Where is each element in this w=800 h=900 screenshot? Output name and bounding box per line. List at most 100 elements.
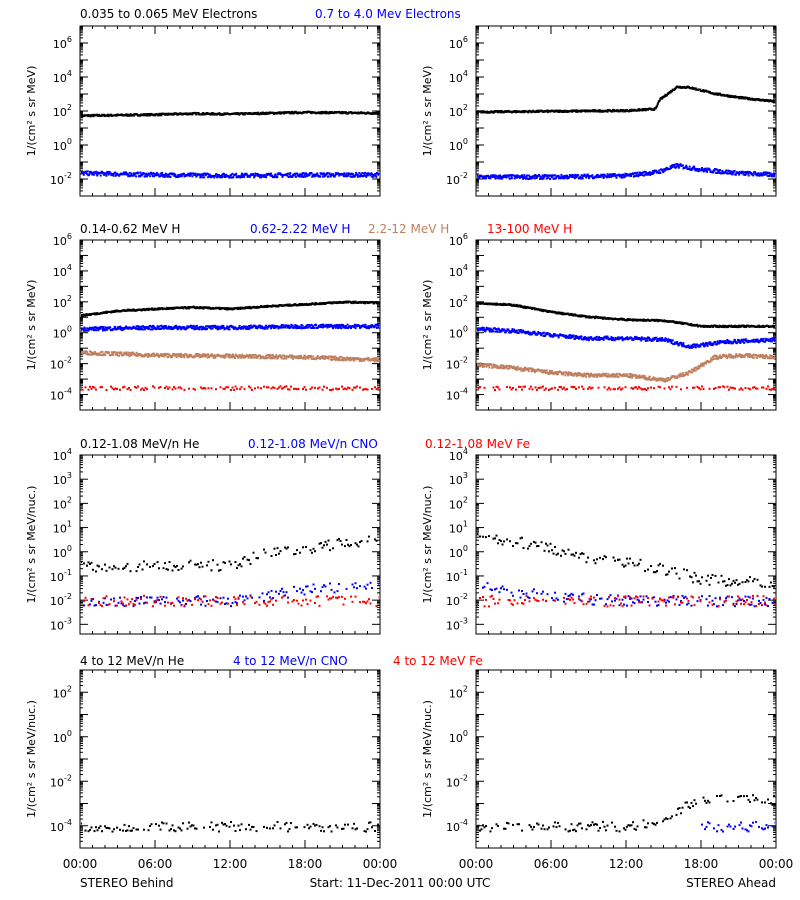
data-point	[222, 354, 225, 357]
data-point	[234, 357, 237, 360]
data-point	[485, 111, 488, 114]
data-point	[248, 325, 251, 327]
data-point	[305, 324, 308, 327]
y-tick-label: 102	[449, 294, 468, 310]
data-point	[309, 356, 312, 359]
data-point	[749, 172, 752, 174]
data-point	[109, 172, 112, 175]
data-point	[245, 173, 248, 176]
data-point	[260, 355, 262, 358]
data-point	[119, 388, 121, 391]
data-point	[103, 173, 106, 176]
y-axis-label: 1/(cm² s sr MeV)	[421, 280, 434, 371]
data-point	[343, 172, 346, 175]
data-point	[197, 326, 200, 329]
data-point	[266, 354, 269, 356]
data-point	[244, 325, 247, 328]
data-point	[122, 172, 125, 175]
data-point	[160, 114, 163, 117]
data-point	[247, 356, 250, 359]
data-point	[82, 328, 85, 331]
data-point	[192, 387, 195, 390]
data-point	[129, 351, 132, 354]
y-axis-label: 1/(cm² s sr MeV)	[421, 66, 434, 157]
data-point	[325, 173, 328, 176]
data-point	[513, 174, 516, 177]
data-point	[270, 327, 273, 330]
data-point	[571, 110, 574, 113]
data-point	[774, 100, 775, 103]
data-point	[378, 326, 379, 329]
data-point	[252, 113, 255, 115]
data-point	[374, 112, 377, 115]
data-point	[635, 172, 638, 175]
data-point	[280, 355, 283, 358]
data-point	[81, 350, 84, 353]
data-point	[521, 174, 523, 177]
data-point	[104, 329, 107, 332]
data-point	[229, 356, 232, 359]
data-point	[301, 173, 304, 176]
data-point	[548, 174, 551, 177]
data-point	[298, 355, 301, 358]
data-point	[373, 360, 376, 363]
data-point	[311, 327, 314, 329]
data-point	[191, 325, 194, 328]
data-point	[120, 327, 123, 329]
data-point	[334, 359, 337, 362]
y-tick-exponent: 4	[67, 69, 72, 78]
data-point	[281, 357, 284, 360]
data-point	[189, 174, 192, 177]
data-point	[241, 353, 244, 356]
data-point	[199, 175, 202, 178]
data-point	[375, 357, 378, 360]
data-point	[487, 177, 490, 180]
y-tick-base: 10	[50, 174, 64, 187]
data-point	[704, 167, 707, 170]
data-point	[364, 171, 367, 174]
data-point	[239, 308, 242, 310]
data-point	[757, 172, 760, 175]
data-point	[267, 356, 270, 359]
data-point	[294, 324, 297, 327]
data-point	[147, 326, 150, 329]
data-point	[293, 326, 296, 329]
data-point	[726, 169, 729, 172]
data-point	[233, 327, 235, 330]
data-point	[549, 178, 552, 180]
data-point	[100, 351, 103, 354]
data-point	[276, 387, 279, 390]
y-tick-base: 10	[50, 390, 64, 403]
y-tick-exponent: 2	[463, 103, 468, 112]
data-point	[518, 176, 521, 179]
data-point	[609, 173, 612, 176]
data-point	[270, 172, 273, 175]
data-point	[134, 172, 137, 175]
data-point	[348, 359, 351, 362]
data-point	[559, 177, 562, 180]
data-point	[237, 356, 240, 359]
data-point	[88, 328, 91, 331]
data-point	[94, 172, 97, 175]
data-point	[160, 354, 163, 357]
data-point	[201, 176, 204, 179]
data-point	[245, 327, 248, 330]
data-point	[371, 173, 374, 176]
data-point	[177, 326, 180, 329]
data-point	[135, 354, 138, 357]
data-point	[260, 326, 262, 329]
data-point	[310, 112, 313, 115]
data-point	[145, 172, 148, 175]
data-point	[356, 357, 359, 360]
data-point	[367, 172, 370, 175]
legend-entry: 0.62-2.22 MeV H	[250, 222, 350, 236]
data-point	[541, 178, 544, 180]
data-point	[342, 359, 345, 362]
data-point	[85, 353, 88, 356]
data-point	[157, 353, 160, 356]
data-point	[247, 328, 250, 331]
data-point	[146, 327, 149, 330]
data-point	[636, 171, 639, 174]
data-point	[253, 356, 256, 359]
data-point	[622, 173, 625, 176]
